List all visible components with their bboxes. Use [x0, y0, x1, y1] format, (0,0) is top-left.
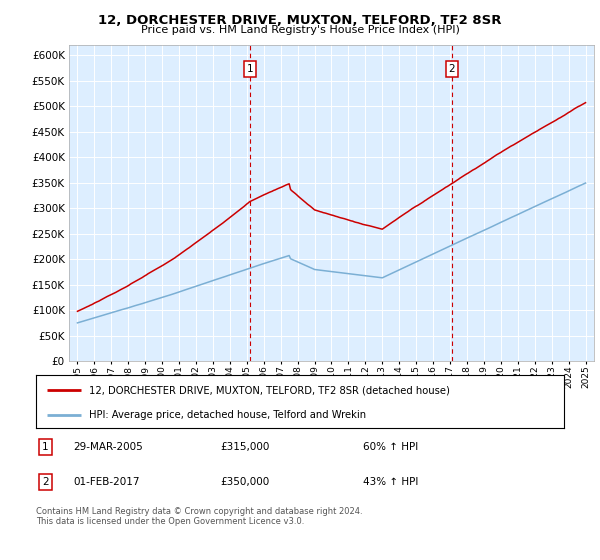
Text: 12, DORCHESTER DRIVE, MUXTON, TELFORD, TF2 8SR: 12, DORCHESTER DRIVE, MUXTON, TELFORD, T… — [98, 14, 502, 27]
Text: Price paid vs. HM Land Registry's House Price Index (HPI): Price paid vs. HM Land Registry's House … — [140, 25, 460, 35]
Text: 43% ↑ HPI: 43% ↑ HPI — [364, 477, 419, 487]
Text: 01-FEB-2017: 01-FEB-2017 — [73, 477, 139, 487]
Text: 1: 1 — [42, 442, 49, 452]
Text: £315,000: £315,000 — [221, 442, 270, 452]
Text: 60% ↑ HPI: 60% ↑ HPI — [364, 442, 419, 452]
Text: 2: 2 — [448, 64, 455, 74]
Text: Contains HM Land Registry data © Crown copyright and database right 2024.
This d: Contains HM Land Registry data © Crown c… — [36, 507, 362, 526]
Text: £350,000: £350,000 — [221, 477, 270, 487]
Text: 1: 1 — [247, 64, 254, 74]
Text: HPI: Average price, detached house, Telford and Wrekin: HPI: Average price, detached house, Telf… — [89, 410, 366, 420]
Text: 2: 2 — [42, 477, 49, 487]
Text: 12, DORCHESTER DRIVE, MUXTON, TELFORD, TF2 8SR (detached house): 12, DORCHESTER DRIVE, MUXTON, TELFORD, T… — [89, 385, 449, 395]
Text: 29-MAR-2005: 29-MAR-2005 — [73, 442, 143, 452]
